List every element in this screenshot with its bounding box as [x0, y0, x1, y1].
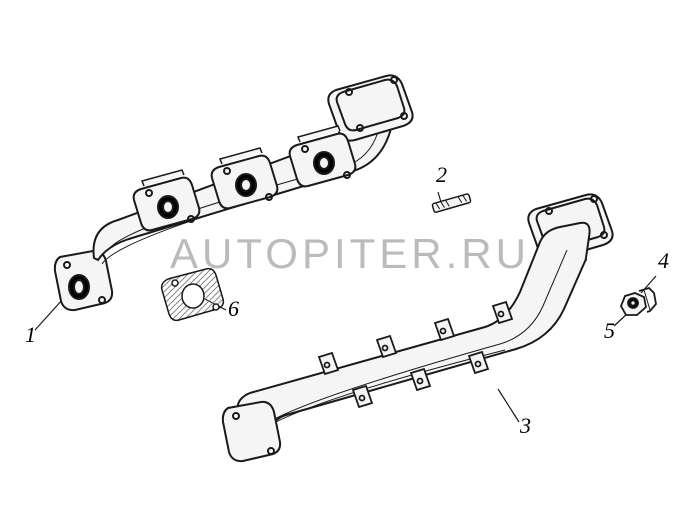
part-stud	[432, 194, 471, 213]
callout-5: 5	[604, 318, 615, 344]
part-gasket	[162, 269, 224, 321]
part-right-manifold	[223, 194, 613, 461]
callout-1: 1	[25, 322, 36, 348]
callout-4: 4	[658, 248, 669, 274]
part-nut-washer	[621, 288, 656, 315]
callout-2: 2	[436, 162, 447, 188]
diagram-svg	[0, 0, 700, 507]
part-left-manifold	[55, 75, 413, 310]
callout-3: 3	[520, 413, 531, 439]
callout-6: 6	[228, 296, 239, 322]
